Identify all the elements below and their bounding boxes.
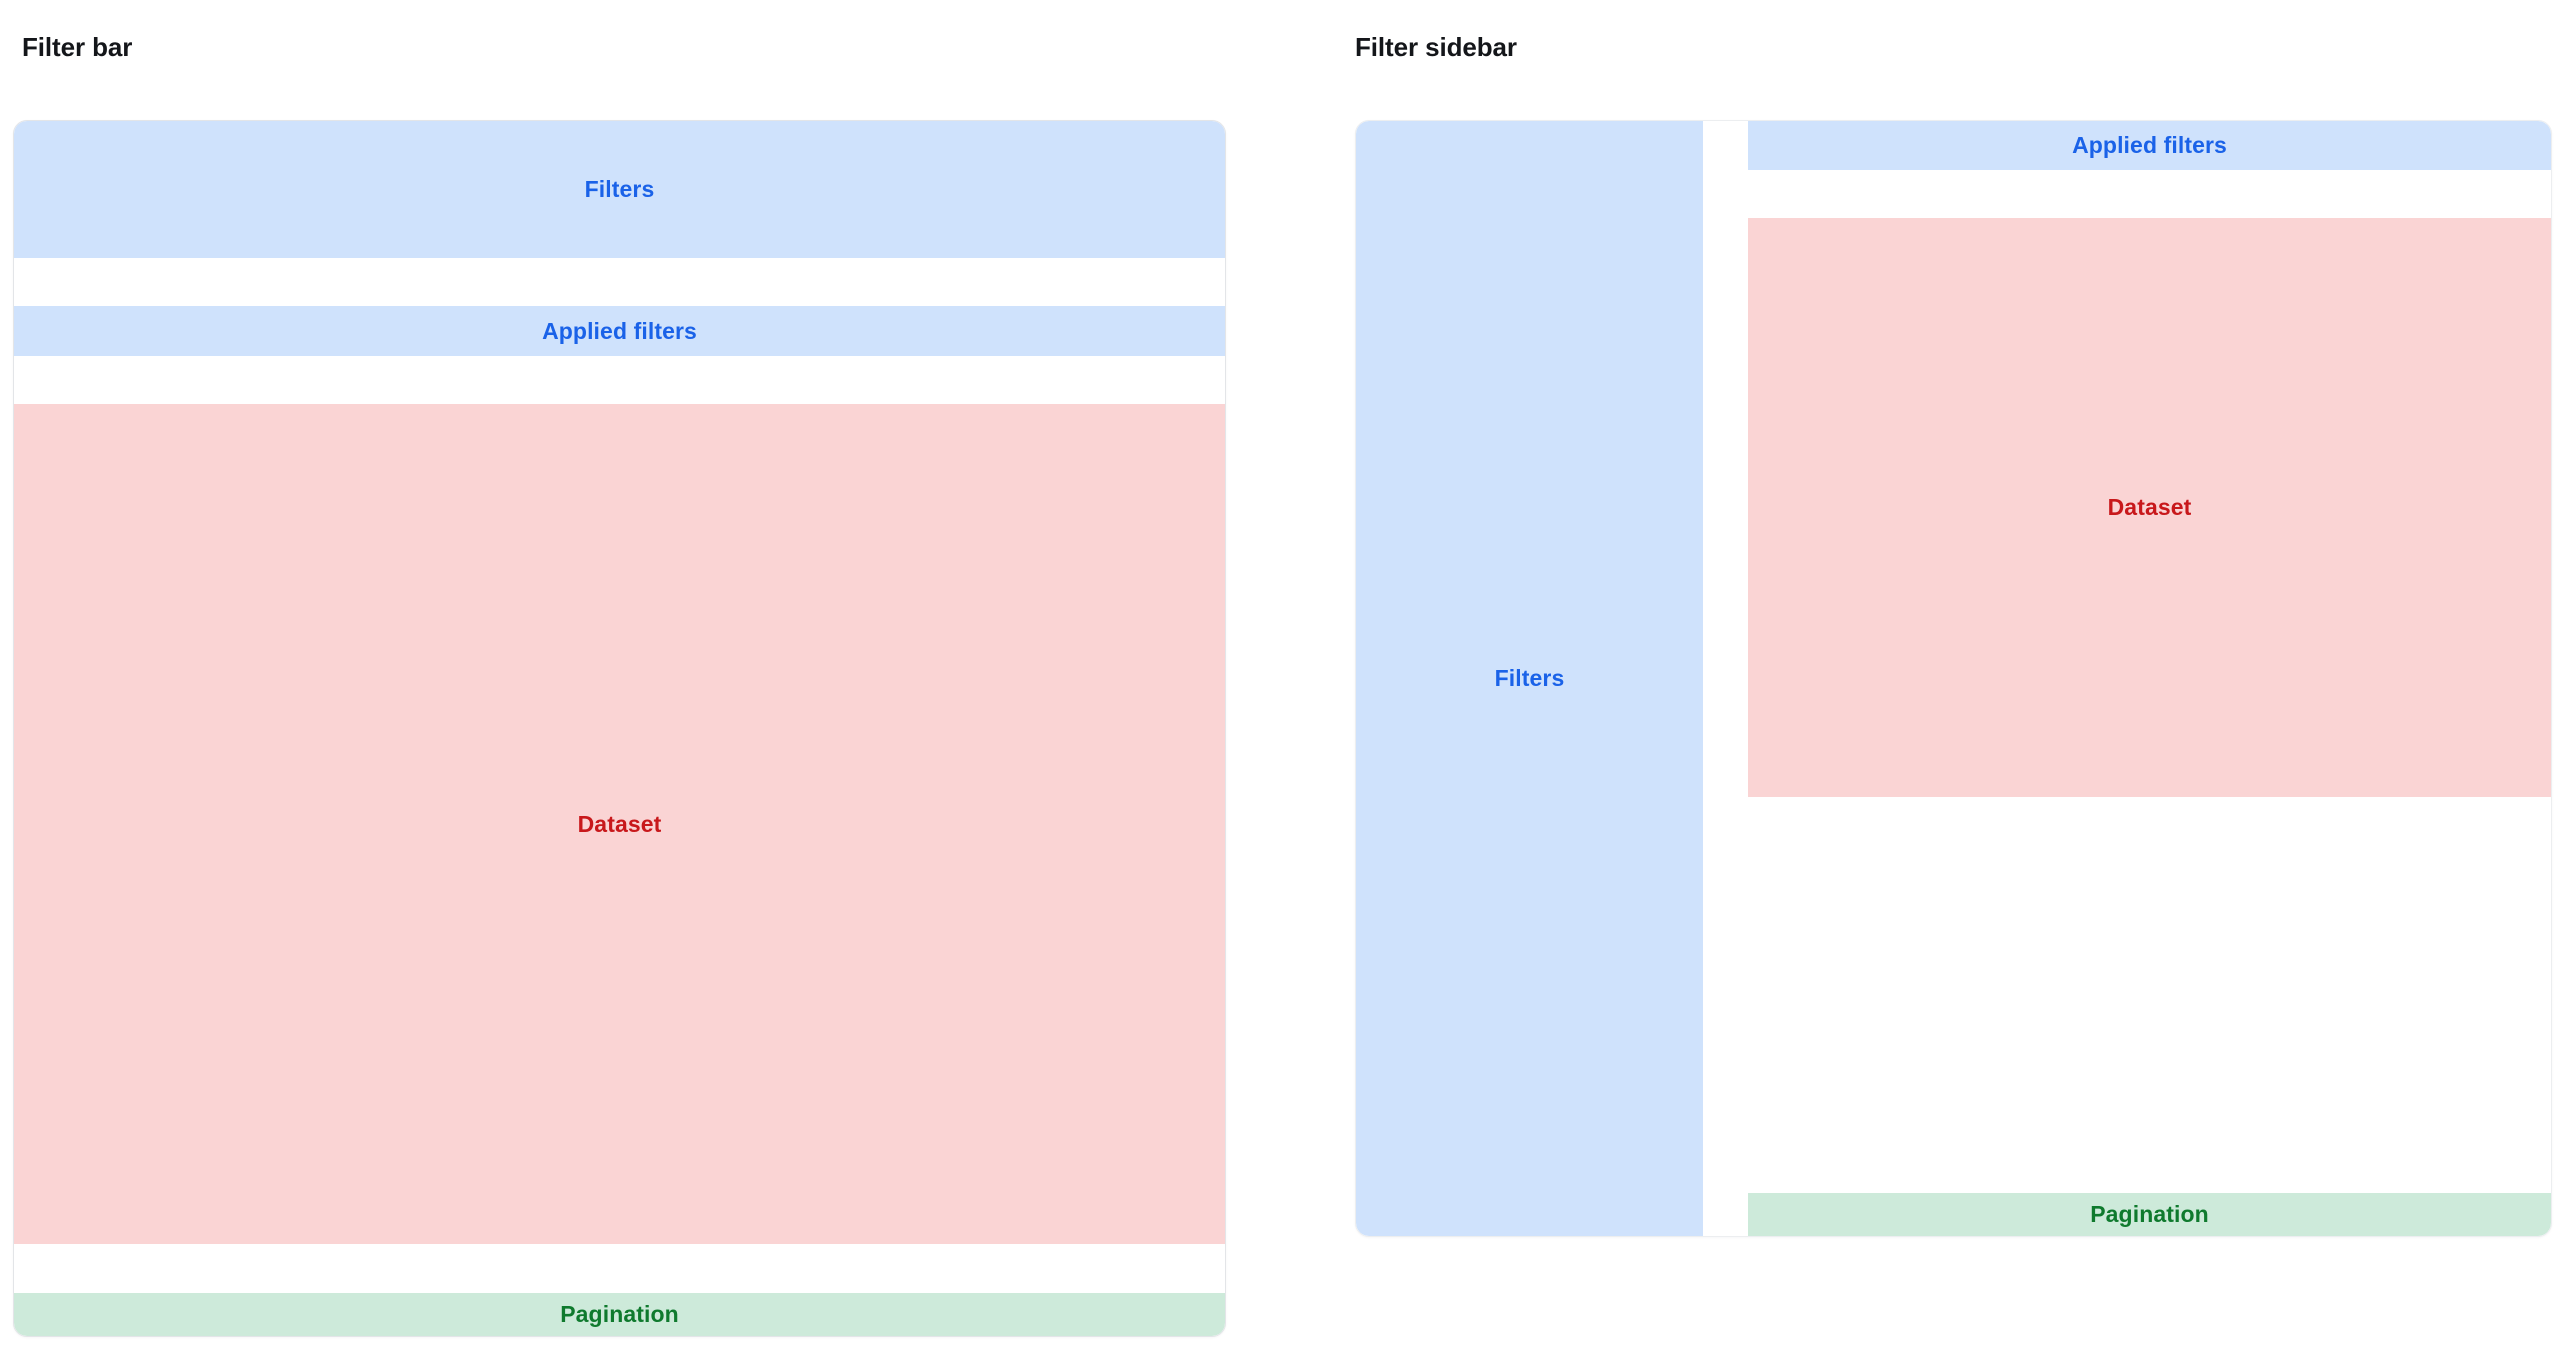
filter-bar-filters-region[interactable]: Filters [14, 121, 1225, 258]
filter-bar-filters-label: Filters [584, 176, 655, 202]
filter-sidebar-applied-filters-region[interactable]: Applied filters [1748, 121, 2551, 170]
filter-bar-pagination-label: Pagination [560, 1301, 679, 1327]
filter-sidebar-dataset-region[interactable]: Dataset [1748, 218, 2551, 797]
filter-sidebar-pagination-label: Pagination [2090, 1201, 2209, 1227]
filter-bar-card: Filters Applied filters Dataset Paginati… [13, 120, 1226, 1337]
panel-title-filter-sidebar: Filter sidebar [1355, 32, 1517, 62]
filter-bar-applied-filters-label: Applied filters [542, 317, 697, 344]
filter-sidebar-filters-region[interactable]: Filters [1356, 121, 1703, 1236]
filter-sidebar-dataset-label: Dataset [2107, 494, 2192, 520]
filter-bar-pagination-region[interactable]: Pagination [14, 1293, 1225, 1336]
filter-sidebar-pagination-region[interactable]: Pagination [1748, 1193, 2551, 1236]
filter-bar-dataset-label: Dataset [577, 810, 662, 837]
filter-sidebar-applied-filters-label: Applied filters [2072, 132, 2227, 158]
filter-bar-applied-filters-region[interactable]: Applied filters [14, 306, 1225, 356]
panel-title-filter-bar: Filter bar [22, 32, 133, 62]
filter-bar-dataset-region[interactable]: Dataset [14, 404, 1225, 1244]
filter-sidebar-card: Filters Applied filters Dataset Paginati… [1355, 120, 2552, 1237]
filter-sidebar-filters-label: Filters [1494, 665, 1565, 691]
